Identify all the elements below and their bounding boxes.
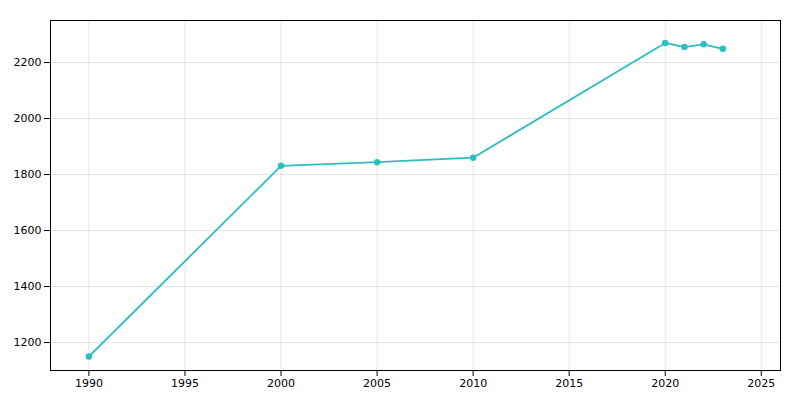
- svg-text:2010: 2010: [459, 377, 487, 390]
- svg-text:2000: 2000: [14, 112, 42, 125]
- svg-text:2200: 2200: [14, 56, 42, 69]
- svg-text:2025: 2025: [747, 377, 775, 390]
- svg-text:2000: 2000: [267, 377, 295, 390]
- svg-text:1400: 1400: [14, 280, 42, 293]
- svg-text:1200: 1200: [14, 336, 42, 349]
- svg-text:1990: 1990: [75, 377, 103, 390]
- svg-text:1800: 1800: [14, 168, 42, 181]
- svg-text:2005: 2005: [363, 377, 391, 390]
- svg-text:2015: 2015: [555, 377, 583, 390]
- svg-text:1995: 1995: [171, 377, 199, 390]
- svg-text:1600: 1600: [14, 224, 42, 237]
- svg-text:2020: 2020: [651, 377, 679, 390]
